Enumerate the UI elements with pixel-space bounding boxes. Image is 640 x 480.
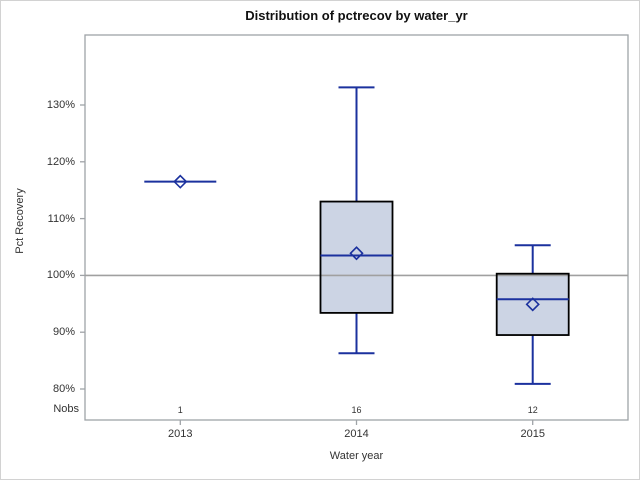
box-fill [496,273,569,336]
nobs-value: 16 [351,405,362,415]
box-outline [495,272,570,336]
x-tick-label-2014: 2014 [344,428,369,440]
y-tick-label: 80% [52,383,75,395]
mean-diamond [349,246,364,261]
box-group-2015 [495,244,570,385]
nobs-row-label: Nobs [53,403,79,415]
box-group-2013 [144,174,217,189]
chart-title: Distribution of pctrecov by water_yr [245,8,468,23]
x-tick-label-2013: 2013 [168,428,193,440]
y-tick-label: 130% [46,99,75,111]
box-marks [144,86,570,385]
box-fill [320,201,393,313]
box-group-2014 [319,86,394,355]
y-tick-label: 90% [52,326,75,339]
x-axis-title: Water year [329,450,384,462]
y-tick-label: 120% [46,155,75,168]
nobs-value: 1 [177,405,183,415]
box-outline [319,200,394,314]
x-tick-label-2015: 2015 [520,428,545,440]
nobs-value: 12 [527,405,538,415]
y-tick-label: 110% [47,212,75,225]
box-fills [320,201,569,336]
mean-diamond [173,174,188,189]
mean-diamond [525,297,540,312]
y-tick-label: 100% [46,269,75,282]
